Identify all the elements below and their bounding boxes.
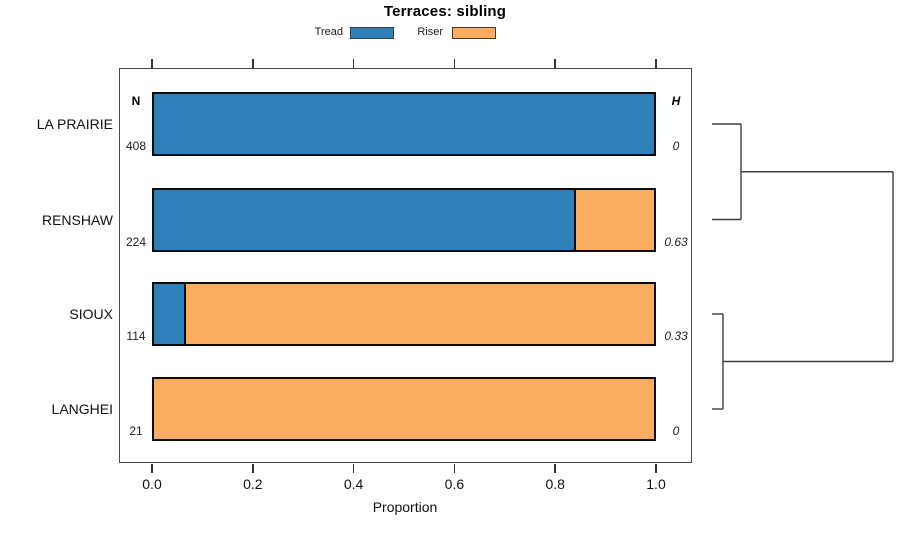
x-tick-label: 0.8 (545, 476, 565, 492)
legend-swatch-tread-icon (350, 27, 394, 39)
bar-segment-riser (184, 284, 654, 344)
bar-segment-riser (154, 379, 654, 439)
bar-la-prairie (152, 92, 656, 156)
tick-bottom (352, 463, 355, 473)
plot-frame (119, 68, 692, 463)
x-tick-label: 0.6 (444, 476, 465, 492)
n-value: 114 (126, 329, 146, 343)
tick-top (655, 59, 657, 68)
bar-renshaw (152, 187, 656, 252)
tick-bottom (151, 463, 153, 473)
n-value: 408 (125, 139, 147, 153)
bar-sioux (152, 282, 656, 346)
x-tick-label: 0.0 (142, 476, 162, 492)
category-label-renshaw: RENSHAW (41, 211, 113, 228)
n-value: 21 (129, 424, 143, 438)
tick-top (151, 59, 153, 68)
bar-langhei (152, 377, 656, 441)
chart-title: Terraces: sibling (383, 3, 507, 20)
n-value: 224 (125, 234, 147, 249)
legend-label-tread: Tread (314, 26, 343, 38)
x-tick-label: 1.0 (646, 476, 666, 492)
bar-segment-tread (154, 284, 184, 344)
x-tick-label: 0.4 (343, 476, 364, 492)
tick-bottom (252, 463, 254, 473)
h-value: 0 (672, 424, 680, 438)
category-label-la-prairie: LA PRAIRIE (36, 116, 113, 132)
tick-bottom (453, 463, 456, 473)
tick-top (352, 59, 355, 68)
bar-segment-tread (154, 189, 574, 250)
h-value: 0 (672, 139, 680, 153)
x-tick-label: 0.2 (243, 476, 263, 492)
bar-segment-tread (154, 94, 654, 154)
tick-top (453, 59, 456, 68)
h-column-header: H (671, 94, 681, 108)
tick-top (554, 59, 556, 68)
legend-swatch-riser-icon (452, 27, 496, 39)
tick-top (252, 59, 254, 68)
legend-label-riser: Riser (417, 26, 443, 38)
x-axis-label: Proportion (372, 499, 438, 515)
tick-bottom (554, 463, 556, 473)
category-label-langhei: LANGHEI (51, 401, 113, 417)
h-value: 0.63 (664, 234, 688, 249)
tick-bottom (655, 463, 657, 473)
n-column-header: N (131, 94, 141, 108)
category-label-sioux: SIOUX (69, 306, 113, 322)
h-value: 0.33 (664, 329, 688, 343)
bar-segment-riser (574, 189, 654, 250)
